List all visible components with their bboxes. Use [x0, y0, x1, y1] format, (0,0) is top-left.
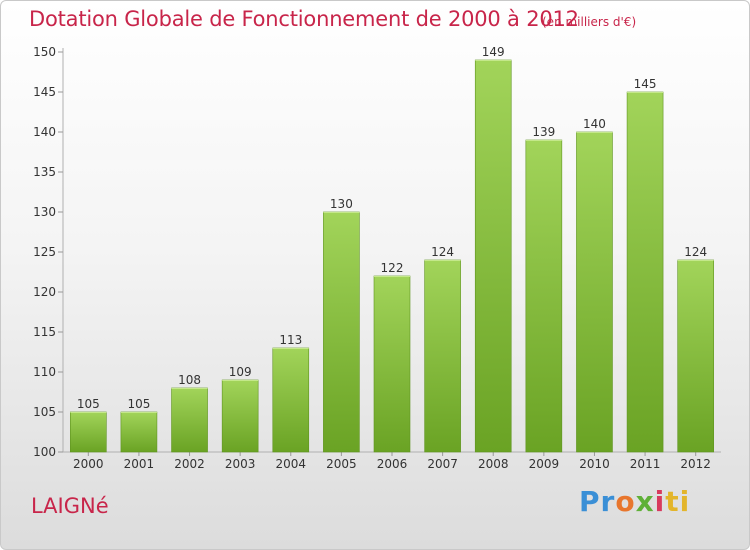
x-tick-label-2012: 2012 [680, 457, 711, 471]
data-label-2008: 149 [482, 45, 505, 59]
bar-2001[interactable] [120, 411, 158, 453]
data-label-2003: 109 [229, 365, 252, 379]
x-tick-label-2006: 2006 [377, 457, 408, 471]
x-tick-label-2010: 2010 [579, 457, 610, 471]
y-tick-label: 115 [33, 325, 56, 339]
y-tick-label: 135 [33, 165, 56, 179]
unit-note: (en milliers d'€) [542, 15, 637, 29]
x-tick-label-2004: 2004 [275, 457, 306, 471]
bars-group [70, 59, 714, 453]
y-tick-label: 140 [33, 125, 56, 139]
x-tick-label-2003: 2003 [225, 457, 256, 471]
data-label-2007: 124 [431, 245, 454, 259]
bar-2007[interactable] [424, 259, 461, 453]
x-tick-label-2008: 2008 [478, 457, 509, 471]
data-label-2006: 122 [381, 261, 404, 275]
x-tick-label-2001: 2001 [124, 457, 155, 471]
bar-2003[interactable] [221, 379, 259, 453]
bar-2009[interactable] [525, 139, 563, 453]
data-label-2010: 140 [583, 117, 606, 131]
proxiti-logo[interactable]: Proxiti [579, 485, 690, 518]
logo-part-2: o [615, 485, 636, 518]
logo-part-4: i [654, 485, 666, 518]
x-tick-label-2000: 2000 [73, 457, 104, 471]
data-label-2011: 145 [634, 77, 657, 91]
data-label-2012: 124 [684, 245, 707, 259]
y-tick-label: 120 [33, 285, 56, 299]
bar-2010[interactable] [576, 131, 613, 453]
x-tick-label-2007: 2007 [427, 457, 458, 471]
bar-2004[interactable] [272, 347, 310, 453]
bar-2011[interactable] [626, 91, 664, 453]
labels-group: 105 2000 105 2001 108 2002 109 2003 113 2004 130 20… [73, 45, 711, 471]
axes: 100 105 110 115 120 125 130 135 140 145 150 [33, 45, 721, 459]
y-tick-label: 105 [33, 405, 56, 419]
y-tick-label: 130 [33, 205, 56, 219]
bar-2002[interactable] [171, 387, 208, 453]
x-tick-label-2005: 2005 [326, 457, 357, 471]
bar-2005[interactable] [323, 211, 360, 453]
town-name: LAIGNé [31, 494, 109, 518]
logo-part-5: ti [665, 485, 691, 518]
bar-2000[interactable] [70, 411, 107, 453]
bar-2006[interactable] [373, 275, 411, 453]
y-tick-label: 110 [33, 365, 56, 379]
y-tick-label: 100 [33, 445, 56, 459]
x-tick-label-2011: 2011 [630, 457, 661, 471]
bar-2008[interactable] [474, 59, 512, 453]
data-label-2001: 105 [127, 397, 150, 411]
logo-part-3: x [635, 485, 655, 518]
y-tick-label: 125 [33, 245, 56, 259]
x-tick-label-2009: 2009 [529, 457, 560, 471]
y-tick-label: 150 [33, 45, 56, 59]
data-label-2009: 139 [532, 125, 555, 139]
logo-part-1: Pr [579, 485, 616, 518]
data-label-2004: 113 [279, 333, 302, 347]
data-label-2002: 108 [178, 373, 201, 387]
data-label-2000: 105 [77, 397, 100, 411]
y-tick-label: 145 [33, 85, 56, 99]
bar-2012[interactable] [677, 259, 714, 453]
chart-title: Dotation Globale de Fonctionnement de 20… [29, 7, 579, 31]
data-label-2005: 130 [330, 197, 353, 211]
x-tick-label-2002: 2002 [174, 457, 205, 471]
